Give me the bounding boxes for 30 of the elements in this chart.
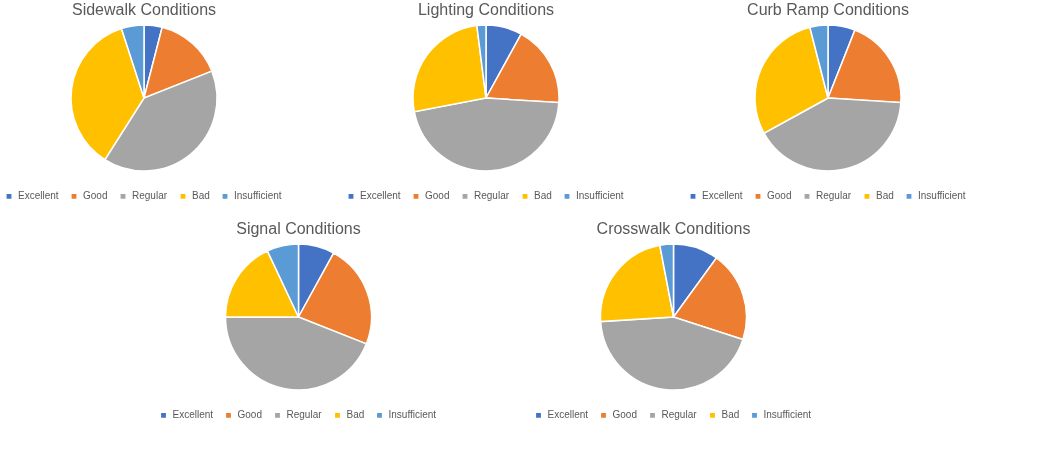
- legend-label: Regular: [661, 409, 698, 421]
- legend-label: Good: [425, 190, 450, 202]
- chart-title: Curb Ramp Conditions: [747, 1, 909, 18]
- legend-label: Insufficient: [234, 190, 282, 202]
- chart-title: Lighting Conditions: [417, 1, 555, 18]
- legend-label: Bad: [534, 190, 552, 202]
- legend-label: Insufficient: [576, 190, 624, 202]
- legend-label: Insufficient: [763, 409, 812, 421]
- legend-label: Regular: [816, 190, 852, 202]
- legend-label: Regular: [474, 190, 510, 202]
- chart-title: Crosswalk Conditions: [596, 220, 751, 237]
- legend-label: Insufficient: [918, 190, 966, 202]
- legend-label: Bad: [192, 190, 210, 202]
- legend-label: Regular: [286, 409, 323, 421]
- legend-label: Excellent: [702, 190, 743, 202]
- chart-title: Signal Conditions: [236, 220, 361, 237]
- legend-label: Insufficient: [388, 409, 437, 421]
- legend-label: Regular: [132, 190, 168, 202]
- legend-label: Good: [612, 409, 637, 421]
- legend-label: Bad: [721, 409, 740, 421]
- legend-label: Excellent: [360, 190, 401, 202]
- legend-label: Bad: [346, 409, 365, 421]
- legend-label: Excellent: [18, 190, 59, 202]
- legend-label: Bad: [876, 190, 894, 202]
- legend-label: Excellent: [547, 409, 589, 421]
- chart-title: Sidewalk Conditions: [71, 1, 217, 18]
- legend-label: Good: [83, 190, 108, 202]
- legend-label: Good: [767, 190, 792, 202]
- legend-label: Good: [237, 409, 262, 421]
- legend-label: Excellent: [172, 409, 214, 421]
